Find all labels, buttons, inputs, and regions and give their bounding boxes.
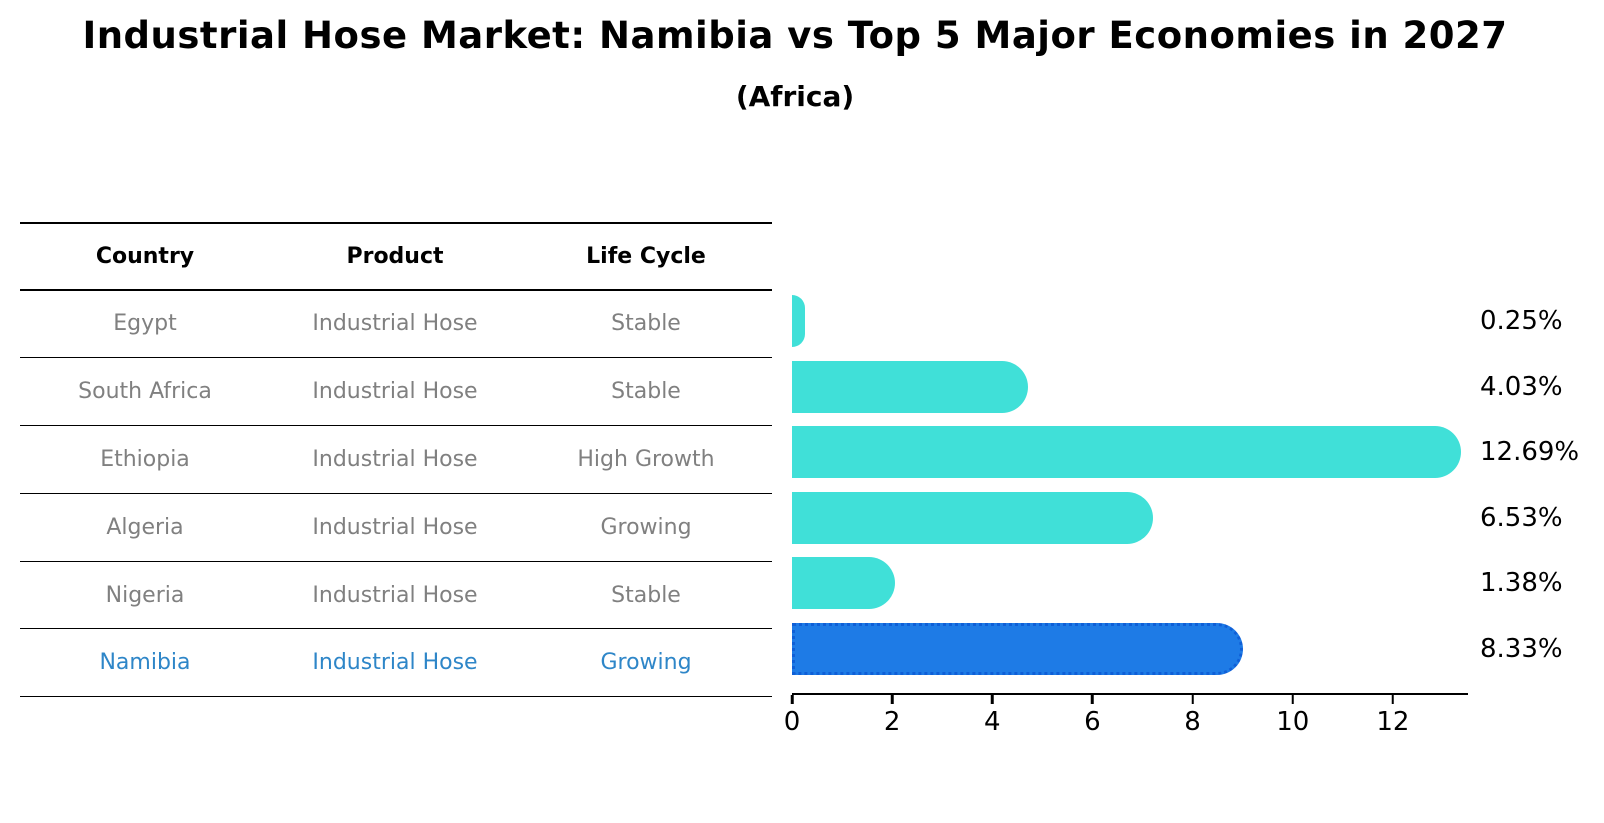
bar-value-label: 6.53% bbox=[1480, 502, 1563, 533]
x-axis-line bbox=[792, 692, 1468, 695]
cell-life-cycle: Stable bbox=[611, 311, 681, 337]
cell-country: Namibia bbox=[99, 650, 191, 676]
x-axis-tick bbox=[991, 695, 994, 704]
bar bbox=[792, 295, 805, 347]
cell-life-cycle: Stable bbox=[611, 379, 681, 405]
cell-country: Algeria bbox=[106, 514, 184, 540]
bar-value-label: 8.33% bbox=[1480, 634, 1563, 664]
bar-value-label: 12.69% bbox=[1480, 437, 1580, 468]
cell-product: Industrial Hose bbox=[312, 311, 478, 337]
cell-life-cycle: Growing bbox=[600, 650, 692, 676]
cell-life-cycle: Stable bbox=[611, 582, 681, 608]
x-axis-tick bbox=[1091, 695, 1094, 704]
cell-life-cycle: Growing bbox=[600, 514, 692, 540]
x-axis-tick-label: 12 bbox=[1376, 707, 1410, 737]
header-country: Country bbox=[95, 243, 195, 269]
cell-life-cycle: High Growth bbox=[577, 446, 715, 472]
header-product: Product bbox=[346, 243, 444, 269]
table-body: Egypt Industrial Hose Stable South Africa In… bbox=[20, 291, 772, 698]
x-axis-tick-label: 2 bbox=[883, 707, 901, 737]
x-axis-tick-label: 0 bbox=[783, 707, 801, 737]
cell-product: Industrial Hose bbox=[312, 650, 478, 676]
highlight-bar bbox=[792, 623, 1244, 675]
bar-value-label: 0.25% bbox=[1480, 306, 1563, 336]
bar-chart: 0 2 4 6 8 10 12 bbox=[784, 288, 1468, 737]
table-header-row: Country Product Life Cycle bbox=[20, 224, 772, 291]
bar-value-labels: 0.25% 4.03% 12.69% 6.53% 1.38% 8.33% bbox=[1480, 288, 1604, 695]
chart-subtitle: (Africa) bbox=[735, 80, 855, 113]
cell-product: Industrial Hose bbox=[312, 446, 478, 472]
x-axis-tick-label: 8 bbox=[1184, 707, 1201, 737]
chart-title: Industrial Hose Market: Namibia vs Top 5… bbox=[82, 14, 1508, 57]
bar bbox=[792, 557, 896, 610]
header-life-cycle: Life Cycle bbox=[586, 243, 706, 269]
table-row: Nigeria Industrial Hose Stable bbox=[20, 562, 772, 630]
x-axis-tick bbox=[890, 695, 894, 704]
cell-country: Ethiopia bbox=[100, 446, 190, 472]
cell-country: Egypt bbox=[113, 311, 177, 337]
country-table: Country Product Life Cycle Egypt Industri… bbox=[20, 222, 772, 698]
bar-value-label: 4.03% bbox=[1480, 371, 1563, 402]
table-row: Namibia Industrial Hose Growing bbox=[20, 629, 772, 698]
bar bbox=[792, 491, 1153, 544]
table-row: Algeria Industrial Hose Growing bbox=[20, 494, 772, 562]
cell-country: Nigeria bbox=[105, 582, 185, 608]
x-axis-tick bbox=[1291, 695, 1294, 704]
cell-product: Industrial Hose bbox=[312, 514, 478, 540]
x-axis-tick-label: 4 bbox=[984, 707, 1001, 737]
table-row: Ethiopia Industrial Hose High Growth bbox=[20, 426, 772, 494]
cell-country: South Africa bbox=[78, 379, 212, 405]
bar-value-label: 1.38% bbox=[1480, 568, 1563, 599]
table-row: South Africa Industrial Hose Stable bbox=[20, 358, 772, 427]
table-row: Egypt Industrial Hose Stable bbox=[20, 291, 772, 359]
x-axis-tick-label: 10 bbox=[1276, 707, 1310, 737]
x-axis-tick bbox=[1191, 695, 1194, 704]
cell-product: Industrial Hose bbox=[312, 379, 478, 405]
bar bbox=[792, 360, 1028, 413]
cell-product: Industrial Hose bbox=[312, 582, 478, 608]
x-axis-tick bbox=[1391, 695, 1395, 704]
x-axis-tick-label: 6 bbox=[1084, 707, 1101, 737]
x-axis-tick bbox=[790, 695, 794, 704]
bar bbox=[792, 426, 1462, 479]
